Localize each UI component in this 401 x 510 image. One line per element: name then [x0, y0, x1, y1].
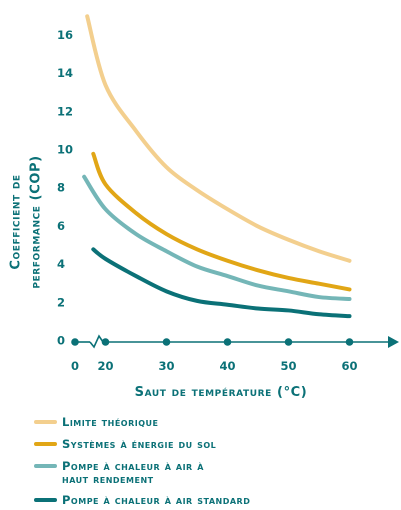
- x-axis-title: Saut de température (°C): [135, 385, 308, 400]
- y-tick-label-12: 12: [57, 104, 73, 118]
- legend-label-2: Systèmes à énergie du sol: [62, 437, 216, 451]
- y-tick-label-0: 0: [57, 334, 65, 348]
- x-axis: [71, 334, 399, 349]
- y-tick-label-8: 8: [57, 181, 65, 195]
- legend-item-3: Pompe à chaleur à air à haut rendement: [34, 459, 204, 486]
- series-line-1: [85, 14, 352, 263]
- legend-label-3-line-1: Pompe à chaleur à air à: [62, 459, 204, 473]
- legend-item-4: Pompe à chaleur à air standard: [34, 493, 250, 507]
- x-tick-label-40: 40: [219, 359, 235, 373]
- legend-item-1: Limite théorique: [34, 415, 158, 429]
- x-tick-label-20: 20: [97, 359, 113, 373]
- x-axis-arrow: [388, 336, 399, 348]
- x-tick-label-50: 50: [280, 359, 296, 373]
- legend-item-2: Systèmes à énergie du sol: [34, 437, 216, 451]
- y-axis-title-line-1: Coefficient de: [9, 174, 24, 269]
- y-tick-label-4: 4: [57, 257, 65, 271]
- x-tick-dot-40: [223, 338, 232, 346]
- series-line-4: [91, 247, 352, 319]
- x-tick-label-60: 60: [341, 359, 357, 373]
- x-tick-labels: 0 20 30 40 50 60: [71, 359, 358, 373]
- x-tick-dot-50: [284, 338, 293, 346]
- x-tick-dot-0: [71, 338, 79, 346]
- legend-label-4: Pompe à chaleur à air standard: [62, 493, 250, 507]
- y-tick-label-16: 16: [57, 28, 73, 42]
- y-tick-labels: 0 2 4 6 8 10 12 14 16: [57, 28, 73, 348]
- series-line-3: [82, 174, 352, 301]
- y-tick-label-6: 6: [57, 219, 65, 233]
- x-tick-label-0: 0: [71, 359, 79, 373]
- x-axis-break: [89, 334, 104, 349]
- y-tick-label-2: 2: [57, 295, 65, 309]
- y-tick-label-10: 10: [57, 143, 73, 157]
- legend-label-3: Pompe à chaleur à air à haut rendement: [62, 459, 204, 486]
- legend: Limite théorique Systèmes à énergie du so…: [34, 415, 250, 507]
- y-axis-title-line-2: performance (COP): [29, 155, 44, 288]
- x-tick-dot-20: [101, 338, 110, 346]
- series-lines: [82, 14, 352, 319]
- legend-label-3-line-2: haut rendement: [62, 472, 154, 486]
- y-axis-title: Coefficient de performance (COP): [9, 155, 44, 288]
- series-line-2: [91, 151, 352, 292]
- y-tick-label-14: 14: [57, 66, 73, 80]
- x-tick-dot-60: [345, 338, 354, 346]
- x-tick-label-30: 30: [158, 359, 174, 373]
- legend-label-1: Limite théorique: [62, 415, 158, 429]
- x-tick-dot-30: [162, 338, 171, 346]
